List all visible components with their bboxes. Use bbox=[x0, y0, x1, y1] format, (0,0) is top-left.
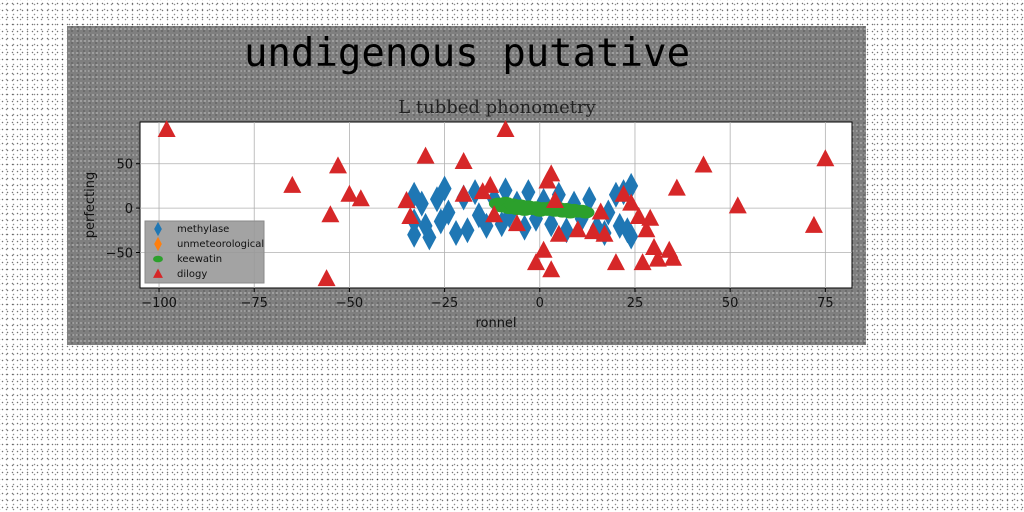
legend-marker bbox=[154, 221, 162, 237]
x-tick-label: −75 bbox=[241, 296, 268, 311]
data-point-diamond bbox=[460, 217, 475, 244]
data-point-triangle bbox=[728, 196, 747, 214]
data-point-triangle bbox=[542, 164, 561, 182]
data-point-triangle bbox=[481, 175, 500, 193]
x-tick-label: 0 bbox=[536, 296, 544, 311]
legend-marker bbox=[153, 255, 163, 263]
data-point-triangle bbox=[694, 155, 713, 173]
data-point-triangle bbox=[454, 151, 473, 169]
data-point-diamond bbox=[449, 219, 464, 246]
data-point-diamond bbox=[517, 214, 532, 241]
data-point-triangle bbox=[568, 220, 587, 238]
chart-svg: undigenous putative L tubbed phonometry … bbox=[83, 31, 853, 331]
x-tick-label: −25 bbox=[431, 296, 458, 311]
data-point-triangle bbox=[157, 119, 176, 137]
data-point-triangle bbox=[622, 193, 641, 211]
data-point-diamond bbox=[414, 190, 429, 217]
data-point-triangle bbox=[584, 222, 603, 240]
data-point-triangle bbox=[485, 205, 504, 223]
data-point-triangle bbox=[507, 214, 526, 232]
y-axis-label: perfecting bbox=[83, 172, 98, 239]
legend-label: methylase bbox=[177, 224, 229, 235]
data-point-triangle bbox=[614, 184, 633, 202]
data-point-triangle bbox=[401, 206, 420, 224]
legend-marker bbox=[153, 268, 163, 278]
series-dilogy bbox=[157, 119, 835, 287]
data-point-triangle bbox=[816, 149, 835, 167]
data-point-diamond bbox=[441, 199, 456, 226]
data-point-triangle bbox=[641, 208, 660, 226]
data-point-triangle bbox=[664, 248, 683, 266]
data-point-triangle bbox=[283, 175, 302, 193]
series-methylase bbox=[407, 172, 639, 251]
data-point-triangle bbox=[637, 220, 656, 238]
data-point-triangle bbox=[633, 253, 652, 271]
legend-label: unmeteorological bbox=[177, 239, 264, 250]
data-point-triangle bbox=[340, 184, 359, 202]
data-point-triangle bbox=[648, 249, 667, 267]
figure-suptitle: undigenous putative bbox=[244, 31, 690, 76]
chart-title: L tubbed phonometry bbox=[398, 97, 596, 118]
data-marks bbox=[157, 119, 835, 287]
data-point-triangle bbox=[546, 191, 565, 209]
data-point-triangle bbox=[595, 224, 614, 242]
data-point-diamond bbox=[624, 223, 639, 250]
y-tick-label: 0 bbox=[125, 202, 133, 217]
data-point-diamond bbox=[521, 179, 536, 206]
axis-ticks: −100 −75 −50 −25 0 25 50 75 50 0 −50 bbox=[106, 158, 834, 311]
data-point-triangle bbox=[397, 191, 416, 209]
data-point-diamond bbox=[407, 221, 422, 248]
data-point-triangle bbox=[321, 205, 340, 223]
figure: undigenous putative L tubbed phonometry … bbox=[67, 26, 866, 345]
data-point-diamond bbox=[624, 172, 639, 199]
data-point-triangle bbox=[317, 269, 336, 287]
data-point-triangle bbox=[534, 240, 553, 258]
data-point-triangle bbox=[629, 206, 648, 224]
legend-label: keewatin bbox=[177, 254, 222, 265]
legend: methylase unmeteorological keewatin dilogy bbox=[144, 220, 265, 284]
data-point-triangle bbox=[351, 189, 370, 207]
data-point-triangle bbox=[454, 184, 473, 202]
data-point-circle bbox=[576, 206, 595, 219]
data-point-diamond bbox=[498, 177, 513, 204]
data-point-diamond bbox=[544, 211, 559, 238]
data-point-triangle bbox=[496, 119, 515, 137]
data-point-diamond bbox=[551, 181, 566, 208]
x-axis-label: ronnel bbox=[475, 316, 516, 331]
data-point-triangle bbox=[526, 253, 545, 271]
data-point-diamond bbox=[437, 175, 452, 202]
data-point-triangle bbox=[328, 156, 347, 174]
data-point-triangle bbox=[804, 215, 823, 233]
x-tick-label: 75 bbox=[817, 296, 834, 311]
data-point-triangle bbox=[606, 253, 625, 271]
y-tick-label: −50 bbox=[106, 246, 133, 261]
x-tick-label: −100 bbox=[141, 296, 177, 311]
data-point-diamond bbox=[422, 224, 437, 251]
series-keewatin bbox=[488, 196, 595, 219]
x-tick-label: −50 bbox=[336, 296, 363, 311]
legend-label: dilogy bbox=[177, 269, 207, 280]
data-point-triangle bbox=[542, 260, 561, 278]
x-tick-label: 50 bbox=[722, 296, 739, 311]
data-point-triangle bbox=[416, 146, 435, 164]
data-point-triangle bbox=[549, 224, 568, 242]
legend-marker bbox=[154, 236, 162, 252]
data-point-triangle bbox=[645, 238, 664, 256]
y-tick-label: 50 bbox=[116, 158, 133, 173]
data-point-triangle bbox=[667, 178, 686, 196]
x-tick-label: 25 bbox=[627, 296, 644, 311]
legend-box bbox=[144, 220, 265, 284]
data-point-triangle bbox=[591, 202, 610, 220]
